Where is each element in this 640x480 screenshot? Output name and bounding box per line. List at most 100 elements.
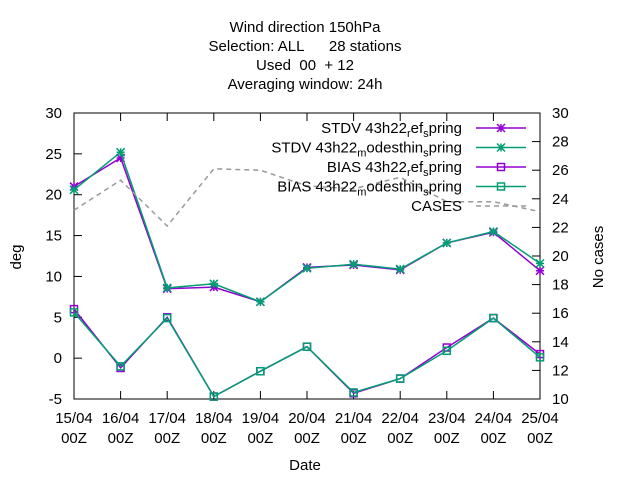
legend-entry: BIAS 43h22refspring xyxy=(327,159,526,179)
star-marker xyxy=(496,142,506,153)
legend-label-part: odesthin xyxy=(366,140,423,157)
legend-label-part: r xyxy=(407,128,411,140)
star-marker xyxy=(488,226,498,237)
legend-label-part: CASES xyxy=(411,198,462,215)
legend-label-part: ef xyxy=(411,159,424,176)
y2-tick-label: 18 xyxy=(552,277,569,294)
y2-axis-label: No cases xyxy=(590,226,607,289)
legend-entry: CASES xyxy=(411,198,526,215)
legend-label: BIAS 43h22refspring xyxy=(327,159,462,179)
x-tick-label-date: 24/04 xyxy=(475,410,513,427)
legend-label-part: m xyxy=(357,187,366,199)
square-marker xyxy=(256,366,265,376)
x-tick-label-hour: 00Z xyxy=(108,430,134,447)
star-marker xyxy=(209,279,219,289)
square-marker xyxy=(162,313,172,323)
y-tick-label: 20 xyxy=(45,187,62,204)
star-marker xyxy=(255,297,265,307)
y2-tick-label: 26 xyxy=(552,162,569,179)
square-marker xyxy=(116,362,125,371)
x-tick-label-date: 18/04 xyxy=(195,410,233,427)
square-marker xyxy=(349,388,358,397)
square-marker xyxy=(395,374,405,383)
y-axis-ticks: -5 0 5 10 15 20 25 30 xyxy=(45,105,82,408)
x-tick-label-date: 23/04 xyxy=(428,410,466,427)
series-lines xyxy=(69,147,545,401)
title-line: Wind direction 150hPa xyxy=(230,19,382,36)
legend-label-part: s xyxy=(423,128,429,140)
x-tick-label-date: 21/04 xyxy=(335,410,373,427)
y-tick-label: 25 xyxy=(45,146,62,163)
series-0 xyxy=(69,153,545,307)
x-tick-label-hour: 00Z xyxy=(294,430,320,447)
square-marker xyxy=(496,162,506,172)
x-tick-label-date: 20/04 xyxy=(288,410,326,427)
legend-label-part: m xyxy=(357,148,366,160)
y-tick-label: -5 xyxy=(49,391,62,408)
legend-label-part: pring xyxy=(429,179,462,196)
y2-tick-label: 12 xyxy=(552,362,569,379)
square-marker xyxy=(489,313,498,323)
legend-label-part: ef xyxy=(411,120,424,137)
y2-tick-label: 20 xyxy=(552,248,569,265)
x-tick-label-date: 15/04 xyxy=(55,410,93,427)
star-marker xyxy=(535,258,545,268)
star-marker xyxy=(395,264,405,274)
legend-label-part: odesthin xyxy=(366,179,423,196)
legend-label-part: BIAS 43h22 xyxy=(277,179,357,196)
square-marker xyxy=(209,392,219,401)
x-tick-label-date: 19/04 xyxy=(242,410,280,427)
x-tick-label-hour: 00Z xyxy=(154,430,180,447)
y2-tick-label: 30 xyxy=(552,105,569,122)
legend-label: STDV 43h22modesthinspring xyxy=(271,140,462,160)
chart-title: Wind direction 150hPa Selection: ALL 28 s… xyxy=(209,19,402,93)
square-marker xyxy=(302,342,312,351)
title-line: Selection: ALL 28 stations xyxy=(209,38,402,55)
star-marker xyxy=(349,259,359,269)
legend-label-part: pring xyxy=(429,120,462,137)
y-tick-label: 15 xyxy=(45,228,62,245)
legend-label-part: r xyxy=(407,167,411,179)
x-tick-label-date: 22/04 xyxy=(381,410,419,427)
x-tick-label-hour: 00Z xyxy=(480,430,506,447)
x-tick-label-date: 16/04 xyxy=(102,410,140,427)
y-axis-label: deg xyxy=(8,244,25,269)
series-line xyxy=(73,150,541,303)
series-line xyxy=(73,308,541,398)
square-marker xyxy=(496,182,506,191)
y2-tick-label: 24 xyxy=(552,191,569,208)
square-marker xyxy=(442,346,452,356)
x-tick-label-date: 17/04 xyxy=(148,410,186,427)
x-tick-label-hour: 00Z xyxy=(341,430,367,447)
legend-label-part: s xyxy=(423,148,429,160)
star-marker xyxy=(69,185,79,195)
y-tick-label: 10 xyxy=(45,268,62,285)
series-4 xyxy=(73,168,541,228)
y-tick-label: 0 xyxy=(54,350,62,367)
series-3 xyxy=(69,308,545,401)
legend-entry: STDV 43h22refspring xyxy=(321,120,526,140)
legend-label-part: BIAS 43h22 xyxy=(327,159,407,176)
x-tick-label-date: 25/04 xyxy=(521,410,559,427)
x-axis-label: Date xyxy=(289,457,321,474)
legend-label: CASES xyxy=(411,198,462,215)
series-line xyxy=(73,168,541,228)
legend-entry: BIAS 43h22modesthinspring xyxy=(277,179,526,199)
legend-label-part: pring xyxy=(429,159,462,176)
title-line: Used 00 + 12 xyxy=(256,57,354,74)
legend-label-part: s xyxy=(423,187,429,199)
square-marker xyxy=(69,308,79,317)
series-1 xyxy=(69,147,545,307)
star-marker xyxy=(116,153,126,163)
legend-label: STDV 43h22refspring xyxy=(321,120,462,140)
title-line: Averaging window: 24h xyxy=(228,76,383,93)
star-marker xyxy=(116,147,126,157)
star-marker xyxy=(496,123,506,133)
y2-axis-ticks: 10 12 14 16 18 20 22 24 26 28 30 xyxy=(532,105,569,408)
x-axis-ticks: 15/04 00Z 16/04 00Z 17/04 00Z 18/04 00Z 19/04 00Z… xyxy=(55,113,559,447)
x-tick-label-hour: 00Z xyxy=(527,430,553,447)
x-tick-label-hour: 00Z xyxy=(61,430,87,447)
y-tick-label: 30 xyxy=(45,105,62,122)
star-marker xyxy=(535,266,545,276)
